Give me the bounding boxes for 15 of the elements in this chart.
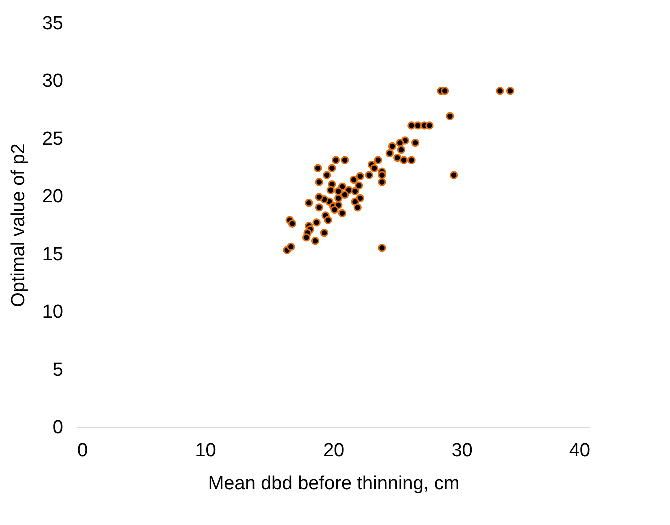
y-tick-label: 20 <box>42 186 64 208</box>
y-tick-label: 25 <box>42 128 64 150</box>
y-tick-label: 10 <box>42 302 64 324</box>
x-tick-label: 30 <box>452 440 473 462</box>
y-tick-label: 0 <box>52 418 64 438</box>
x-tick-label: 20 <box>323 440 345 462</box>
y-tick-label: 35 <box>42 14 64 34</box>
x-axis-title: Mean dbd before thinning, cm <box>208 474 460 494</box>
y-tick-label: 15 <box>42 244 64 266</box>
y-tick-label: 30 <box>42 71 64 92</box>
x-tick-label: 10 <box>195 440 216 462</box>
x-tick-label: 40 <box>569 440 590 462</box>
x-tick-label: 0 <box>78 440 88 462</box>
y-tick-label: 5 <box>52 360 64 381</box>
y-axis-title: Optimal value of p2 <box>8 144 30 308</box>
